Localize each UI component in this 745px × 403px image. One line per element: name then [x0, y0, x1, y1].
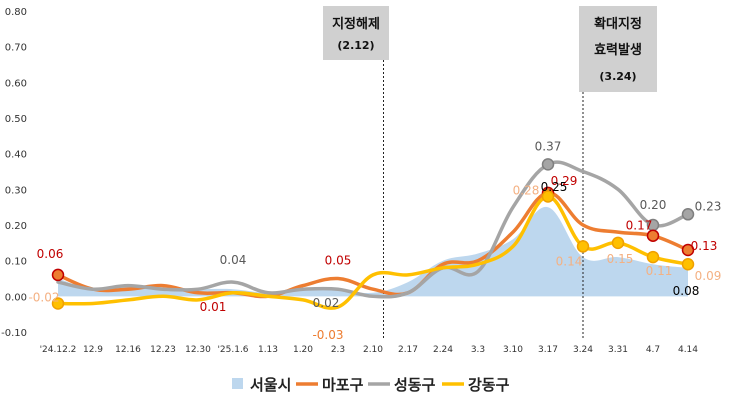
- data-label: 0.25: [541, 180, 568, 194]
- y-tick-label: 0.40: [5, 150, 27, 161]
- x-tick-label: 1.13: [258, 345, 278, 355]
- x-tick-label: 2.17: [398, 345, 418, 355]
- y-tick-label: 0.50: [5, 114, 27, 125]
- y-tick-label: 0.80: [5, 7, 27, 18]
- data-point-marker: [646, 229, 660, 242]
- y-tick-label: 0.70: [5, 43, 27, 54]
- data-label: 0.04: [220, 253, 247, 267]
- data-point-marker: [51, 297, 65, 310]
- annotation-title: 확대지정: [594, 16, 642, 32]
- legend-label: 마포구: [322, 376, 364, 394]
- x-tick-label: 2.24: [433, 345, 453, 355]
- y-tick-label: 0.10: [5, 257, 27, 268]
- data-label: 0.11: [646, 264, 673, 278]
- data-label: 0.29: [551, 174, 578, 188]
- legend-label: 서울시: [250, 376, 291, 394]
- annotation-title: 지정해제: [332, 16, 380, 32]
- x-tick-label: 4.14: [678, 345, 698, 355]
- data-label: 0.06: [37, 247, 64, 261]
- data-label: 0.14: [556, 254, 583, 268]
- x-tick-label: 12.23: [150, 345, 176, 355]
- data-point-marker: [541, 158, 555, 171]
- data-point-marker: [51, 268, 65, 282]
- data-label: 0.05: [325, 254, 352, 268]
- data-label: 0.02: [313, 296, 340, 310]
- data-label: 0.01: [200, 300, 227, 314]
- x-tick-label: 3.17: [538, 345, 558, 355]
- x-tick-label: '25.1.6: [217, 345, 248, 355]
- data-point-marker: [681, 243, 695, 257]
- legend-label: 성동구: [394, 376, 436, 394]
- x-tick-label: 12.16: [115, 345, 141, 355]
- y-tick-label: 0.60: [5, 78, 27, 89]
- data-point-marker: [681, 257, 695, 271]
- line-series-2: [56, 160, 690, 299]
- annotation-box: [323, 6, 389, 60]
- data-point-marker: [681, 208, 695, 221]
- annotation-date: (2.12): [337, 39, 374, 52]
- legend-label: 강동구: [468, 376, 510, 394]
- data-point-marker: [576, 240, 590, 253]
- x-tick-label: 3.3: [471, 345, 485, 355]
- data-label: -0.03: [312, 328, 343, 342]
- data-point-marker: [541, 190, 555, 203]
- data-point-marker: [646, 250, 660, 264]
- x-tick-label: 3.31: [608, 345, 628, 355]
- annotation-box: [579, 6, 657, 92]
- x-tick-label: 4.7: [646, 345, 660, 355]
- x-tick-label: 3.10: [503, 345, 523, 355]
- x-tick-label: 2.10: [363, 345, 383, 355]
- x-tick-label: 2.3: [331, 345, 345, 355]
- x-tick-label: 3.24: [573, 345, 593, 355]
- data-label: 0.15: [607, 252, 634, 266]
- x-tick-label: '24.12.2: [40, 345, 77, 355]
- data-label: 0.13: [691, 239, 718, 253]
- data-point-marker: [611, 236, 625, 250]
- area-series-0: [58, 206, 688, 297]
- data-label: 0.09: [695, 269, 722, 283]
- x-tick-label: 12.9: [83, 345, 103, 355]
- annotation-date: (3.24): [599, 70, 636, 83]
- y-tick-label: 0.30: [5, 185, 27, 196]
- data-label: 0.28: [513, 183, 540, 197]
- data-label: 0.23: [695, 199, 722, 213]
- data-label: -0.02: [28, 290, 59, 304]
- data-label: 0.08: [673, 284, 700, 298]
- line-series-1: [56, 191, 690, 299]
- x-tick-label: 12.30: [185, 345, 211, 355]
- y-tick-label: 0.00: [5, 292, 27, 303]
- y-tick-label: -0.10: [1, 328, 27, 339]
- data-label: 0.20: [640, 198, 667, 212]
- data-label: 0.37: [535, 139, 562, 153]
- y-tick-label: 0.20: [5, 221, 27, 232]
- x-tick-label: 1.20: [293, 345, 313, 355]
- annotation-title: 효력발생: [594, 42, 642, 58]
- data-label: 0.17: [626, 219, 653, 233]
- legend-swatch: [232, 378, 243, 389]
